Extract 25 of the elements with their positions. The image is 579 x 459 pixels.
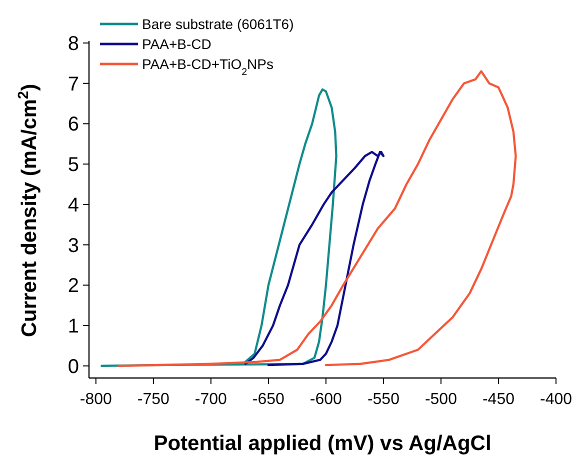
line-series	[244, 150, 385, 366]
y-tick-label: 1	[68, 316, 79, 338]
x-tick-label: -800	[80, 391, 112, 408]
y-tick-label: 6	[68, 114, 79, 136]
legend-label: Bare substrate (6061T6)	[142, 16, 294, 32]
legend-label: PAA+B-CD	[142, 36, 212, 52]
x-tick-label: -750	[137, 391, 170, 408]
line-series	[100, 88, 338, 367]
x-tick-label: -650	[252, 391, 285, 408]
y-tick-label: 8	[68, 33, 79, 55]
x-tick-label: -600	[310, 391, 342, 408]
y-tick-label: 4	[68, 194, 79, 216]
legend-label: PAA+B-CD+TiO$_{2}$NPs	[142, 56, 274, 78]
y-tick-label: 3	[68, 234, 79, 257]
x-tick-label: -550	[367, 391, 400, 408]
y-tick-label: 7	[68, 73, 79, 96]
y-tick-label: 0	[68, 356, 79, 378]
x-tick-label: -500	[424, 391, 458, 408]
line-series	[118, 70, 517, 367]
x-tick-label: -400	[540, 391, 572, 408]
y-tick-label: 5	[68, 154, 79, 176]
y-tick-label: 2	[68, 275, 79, 298]
x-axis-title: Potential applied (mV) vs Ag/AgCl	[154, 432, 492, 455]
x-tick-label: -700	[194, 391, 228, 408]
x-tick-label: -450	[482, 391, 515, 408]
